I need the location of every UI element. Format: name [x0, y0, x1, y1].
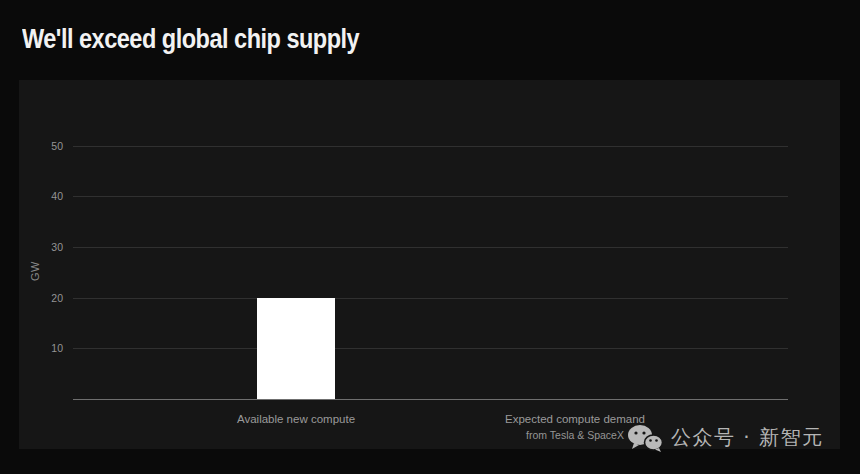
gridline-50	[73, 146, 788, 147]
wechat-icon	[626, 423, 664, 452]
y-axis-label: GW	[29, 261, 41, 281]
x-tick-label-expected-line2: from Tesla & SpaceX	[505, 429, 645, 441]
slide: We'll exceed global chip supply 10 20 30 40…	[0, 0, 860, 474]
gridline-10	[73, 348, 788, 349]
y-tick-10: 10	[21, 342, 63, 354]
chart-panel: 10 20 30 40 50 GW Available new compute Expe…	[19, 80, 840, 449]
x-tick-label-expected: Expected compute demand from Tesla & Spa…	[505, 413, 645, 441]
bar-available-new-compute	[257, 298, 335, 399]
gridline-40	[73, 196, 788, 197]
x-axis-line	[73, 399, 788, 400]
gridline-30	[73, 247, 788, 248]
watermark-text: 公众号 · 新智元	[671, 424, 824, 451]
y-tick-20: 20	[21, 292, 63, 304]
gridline-20	[73, 298, 788, 299]
page-title: We'll exceed global chip supply	[22, 25, 359, 53]
y-tick-30: 30	[21, 241, 63, 253]
y-tick-50: 50	[21, 140, 63, 152]
x-tick-label-expected-line1: Expected compute demand	[505, 413, 645, 425]
watermark: 公众号 · 新智元	[626, 423, 824, 452]
x-tick-label-available: Available new compute	[237, 413, 355, 425]
y-tick-40: 40	[21, 190, 63, 202]
